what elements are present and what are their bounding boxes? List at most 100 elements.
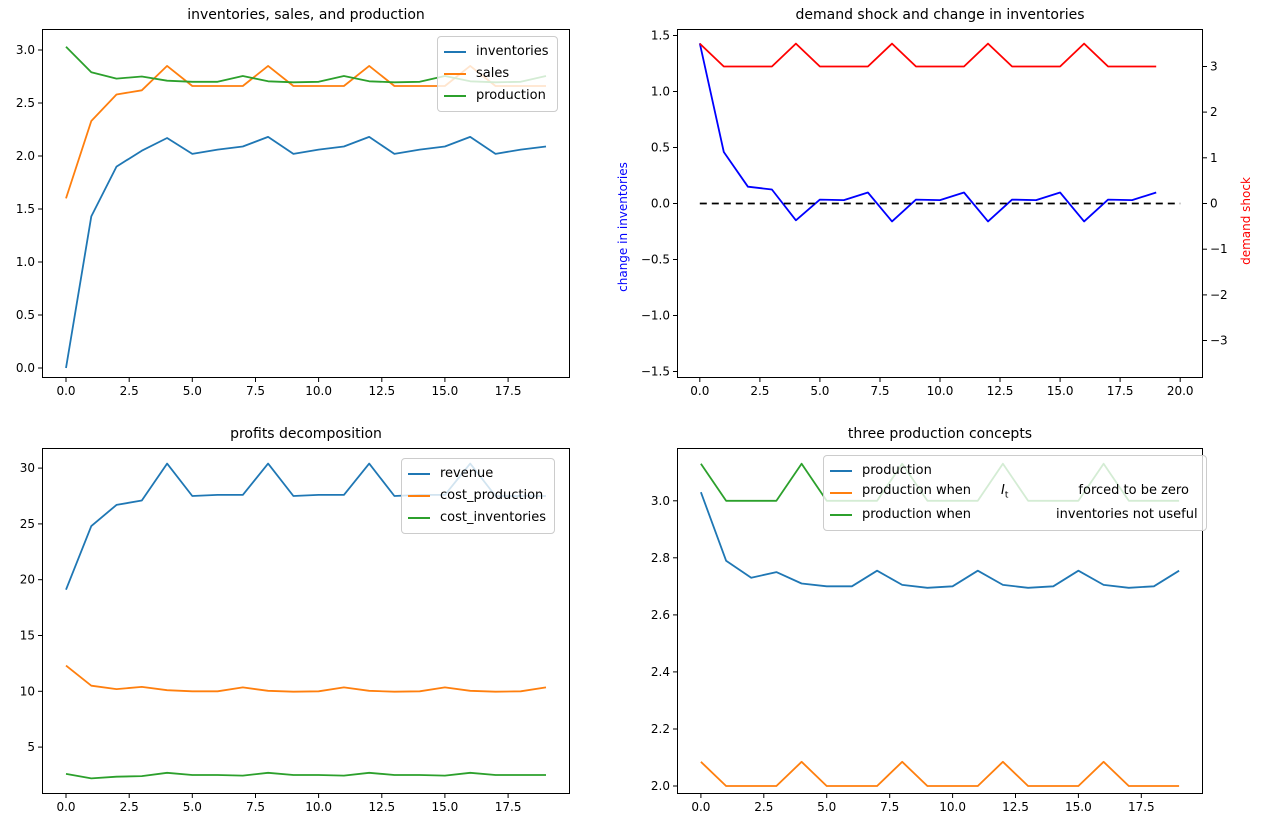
series-production-when-i-t-forced-to-be-zero — [700, 760, 1180, 787]
legend-label-spacer — [971, 517, 1056, 518]
x-tick-label: 5.0 — [183, 800, 202, 814]
x-tick-label: 15.0 — [432, 384, 459, 398]
y-axis-label-change-in-inventories: change in inventories — [616, 162, 630, 292]
x-tick-label: 17.5 — [1128, 800, 1155, 814]
y-tick-label: 3.0 — [651, 494, 670, 508]
legend-entry: production — [830, 460, 1198, 482]
y-tick-label: 2.0 — [16, 149, 35, 163]
y-tick-label: 0.0 — [651, 197, 670, 211]
y-tick-label: 1.5 — [16, 202, 35, 216]
legend-line-swatch — [408, 516, 430, 520]
x-tick-label: 10.0 — [305, 800, 332, 814]
series-change-in-inventories — [698, 43, 1157, 223]
y-tick-label: 3.0 — [16, 43, 35, 57]
legend-label-spacer — [971, 493, 1001, 494]
x-tick-label: 10.0 — [927, 384, 954, 398]
legend-entry: production when It forced to be zero — [830, 482, 1198, 504]
x-tick-label: 12.5 — [368, 800, 395, 814]
subplot-title-demand-shock-change-inventories: demand shock and change in inventories — [795, 7, 1085, 23]
axes-spines — [42, 448, 570, 794]
y-right-tick-label: −1 — [1210, 242, 1228, 256]
legend-three-production-concepts: production production when It forced to be … — [823, 455, 1207, 531]
x-tick-label: 17.5 — [1107, 384, 1134, 398]
y-right-tick-label: −3 — [1210, 334, 1228, 348]
x-tick-label: 2.5 — [120, 384, 139, 398]
subplot-title-profits-decomposition: profits decomposition — [230, 426, 382, 442]
legend-entry: cost_production — [408, 485, 546, 507]
y-tick-label: 10 — [20, 684, 35, 698]
x-tick-label: 5.0 — [183, 384, 202, 398]
subplot-0: 0.0 2.5 5.0 7.5 10.0 12.5 15.0 17.5 0.0 0.5 1.0 1.5… — [16, 29, 570, 398]
axes-spines — [42, 29, 570, 378]
x-tick-label: 7.5 — [246, 800, 265, 814]
legend-entry-label: sales — [476, 66, 510, 81]
legend-line-swatch — [444, 50, 466, 54]
legend-inventories-sales-production: inventories sales production — [437, 36, 558, 112]
x-tick-label: 12.5 — [987, 384, 1014, 398]
y-right-tick-label: 1 — [1210, 151, 1218, 165]
legend-profits-decomposition: revenue cost_production cost_inventories — [401, 458, 556, 534]
y-tick-label: 2.2 — [651, 722, 670, 736]
legend-entry: cost_inventories — [408, 507, 546, 529]
x-tick-label: 12.5 — [368, 384, 395, 398]
axes-spines — [677, 29, 1203, 378]
x-tick-label: 17.5 — [495, 384, 522, 398]
math-symbol-I-sub-t: It — [1001, 482, 1009, 501]
subplot-title-three-production-concepts: three production concepts — [847, 426, 1033, 442]
x-tick-label: 7.5 — [246, 384, 265, 398]
legend-entry-label: production — [862, 463, 932, 478]
y-right-tick-label: 2 — [1210, 105, 1218, 119]
series-production — [700, 491, 1180, 589]
legend-entry-label: cost_inventories — [440, 510, 547, 525]
y-tick-label: 15 — [20, 629, 35, 643]
y-axis-label-demand-shock: demand shock — [1239, 177, 1253, 265]
y-tick-label: 2.5 — [16, 96, 35, 110]
y-tick-label: 1.5 — [651, 29, 670, 43]
x-tick-label: 0.0 — [690, 384, 709, 398]
y-tick-label: 5 — [27, 740, 35, 754]
x-tick-label: 0.0 — [691, 800, 710, 814]
legend-line-swatch — [408, 472, 430, 476]
legend-line-swatch — [830, 491, 852, 495]
y-tick-label: 0.5 — [16, 308, 35, 322]
x-tick-label: 0.0 — [56, 384, 75, 398]
x-tick-label: 15.0 — [432, 800, 459, 814]
legend-entry-label: production when inventories not useful — [862, 507, 1198, 522]
y-tick-label: 0.5 — [651, 141, 670, 155]
y-tick-label: 0.0 — [16, 361, 35, 375]
axes-spines — [677, 448, 1203, 794]
y-tick-label: 1.0 — [651, 85, 670, 99]
legend-line-swatch — [830, 513, 852, 517]
x-tick-label: 2.5 — [120, 800, 139, 814]
y-tick-label: 2.4 — [651, 665, 670, 679]
legend-label-spacer — [1008, 493, 1078, 494]
series-cost-inventories — [65, 771, 546, 780]
y-tick-label: 30 — [20, 461, 35, 475]
y-right-tick-label: −2 — [1210, 288, 1228, 302]
legend-line-swatch — [408, 494, 430, 498]
y-tick-label: 2.0 — [651, 779, 670, 793]
x-tick-label: 15.0 — [1065, 800, 1092, 814]
y-tick-label: −1.0 — [641, 309, 670, 323]
legend-entry-label: production when It forced to be zero — [862, 482, 1189, 501]
legend-entry: sales — [444, 63, 549, 85]
x-tick-label: 10.0 — [939, 800, 966, 814]
legend-line-swatch — [830, 469, 852, 473]
subplot-3: 0.0 2.5 5.0 7.5 10.0 12.5 15.0 17.5 2.0 2.2 2.4 2.6… — [651, 448, 1203, 814]
legend-entry-label: production — [476, 88, 546, 103]
legend-entry: production when inventories not useful — [830, 504, 1198, 526]
x-tick-label: 5.0 — [817, 800, 836, 814]
x-tick-label: 5.0 — [810, 384, 829, 398]
y-tick-label: −0.5 — [641, 253, 670, 267]
y-tick-label: 2.8 — [651, 551, 670, 565]
subplot-title-inventories-sales-production: inventories, sales, and production — [187, 7, 425, 23]
legend-entry-label: revenue — [440, 466, 494, 481]
x-tick-label: 10.0 — [305, 384, 332, 398]
x-tick-label: 2.5 — [750, 384, 769, 398]
legend-line-swatch — [444, 72, 466, 76]
y-tick-label: 25 — [20, 517, 35, 531]
x-tick-label: 17.5 — [495, 800, 522, 814]
series-inventories — [65, 135, 547, 369]
y-tick-label: 20 — [20, 573, 35, 587]
x-tick-label: 2.5 — [754, 800, 773, 814]
